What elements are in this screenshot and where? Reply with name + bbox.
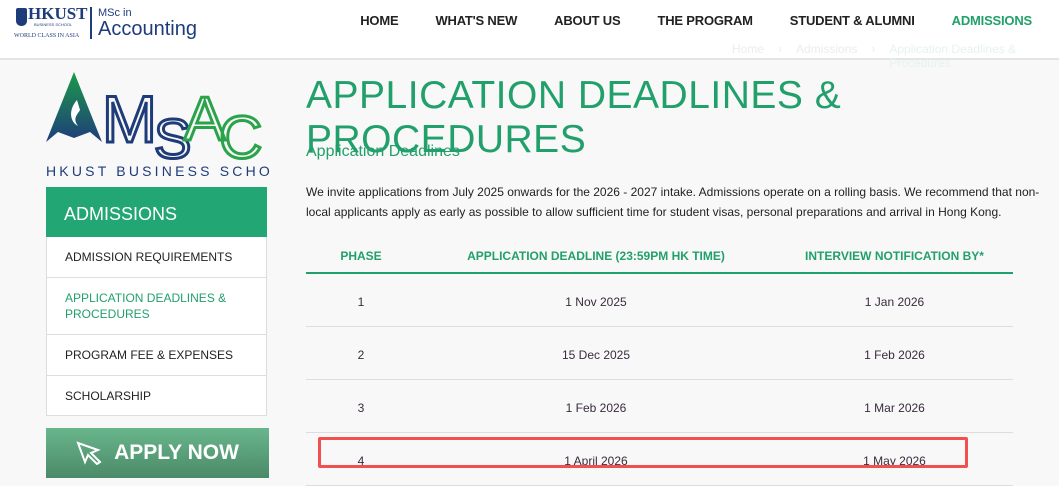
nav-whats-new[interactable]: WHAT'S NEW <box>435 13 518 28</box>
svg-text:C: C <box>219 104 262 171</box>
svg-text:M: M <box>102 82 157 156</box>
breadcrumb: Home › Admissions › Application Deadlines … <box>732 42 1059 70</box>
nav-about-us[interactable]: ABOUT US <box>554 13 621 28</box>
crest-icon <box>16 8 27 26</box>
col-interview: INTERVIEW NOTIFICATION BY* <box>776 240 1013 274</box>
apply-now-button[interactable]: APPLY NOW <box>46 428 269 478</box>
sidebar-item-application-deadlines[interactable]: APPLICATION DEADLINES & PROCEDURES <box>46 278 267 335</box>
cell-phase: 2 <box>306 326 416 380</box>
logo-tagline: WORLD CLASS IN ASIA <box>14 33 80 39</box>
msac-logo: M S A C HKUST BUSINESS SCHOOL <box>46 72 270 178</box>
site-logo[interactable]: HKUST BUSINESS SCHOOL WORLD CLASS IN ASI… <box>14 4 197 40</box>
cell-deadline: 1 April 2026 <box>416 432 776 486</box>
cell-phase: 3 <box>306 379 416 433</box>
logo-sub: BUSINESS SCHOOL <box>34 22 73 27</box>
svg-text:HKUST BUSINESS SCHOOL: HKUST BUSINESS SCHOOL <box>46 163 270 178</box>
svg-text:A: A <box>184 85 226 154</box>
cell-interview: 1 Jan 2026 <box>776 273 1013 327</box>
nav-home[interactable]: HOME <box>360 13 399 28</box>
cell-interview: 1 Mar 2026 <box>776 379 1013 433</box>
table-header-row: PHASE APPLICATION DEADLINE (23:59PM HK T… <box>306 240 1013 274</box>
intro-text: We invite applications from July 2025 on… <box>306 185 1040 219</box>
section-title: Application Deadlines <box>306 143 460 160</box>
program-line2: Accounting <box>98 17 197 40</box>
breadcrumb-current: Application Deadlines & Procedures <box>889 42 1017 70</box>
cursor-arrow-icon <box>76 441 102 465</box>
nav-admissions[interactable]: ADMISSIONS <box>951 13 1033 28</box>
page-title: APPLICATION DEADLINES & PROCEDURES <box>306 74 842 161</box>
svg-text:S: S <box>154 107 191 170</box>
breadcrumb-admissions[interactable]: Admissions <box>796 42 858 56</box>
sidebar-item-admission-requirements[interactable]: ADMISSION REQUIREMENTS <box>46 237 267 278</box>
logo-divider <box>90 6 92 39</box>
cell-interview: 1 May 2026 <box>776 432 1013 486</box>
deadlines-table: PHASE APPLICATION DEADLINE (23:59PM HK T… <box>306 240 1013 486</box>
col-deadline: APPLICATION DEADLINE (23:59PM HK TIME) <box>416 240 776 274</box>
sidebar-item-program-fee[interactable]: PROGRAM FEE & EXPENSES <box>46 335 267 376</box>
table-row: 2 15 Dec 2025 1 Feb 2026 <box>306 326 1013 380</box>
cell-phase: 1 <box>306 273 416 327</box>
apply-now-label: APPLY NOW <box>114 441 239 464</box>
col-phase: PHASE <box>306 240 416 274</box>
cell-deadline: 15 Dec 2025 <box>416 326 776 380</box>
breadcrumb-home[interactable]: Home <box>732 42 765 56</box>
chevron-right-icon: › <box>871 42 876 56</box>
nav-student-alumni[interactable]: STUDENT & ALUMNI <box>789 13 915 28</box>
chevron-right-icon: › <box>778 42 783 56</box>
sidebar-menu: ADMISSIONS ADMISSION REQUIREMENTS APPLIC… <box>46 187 267 416</box>
main-nav: HOME WHAT'S NEW ABOUT US THE PROGRAM STU… <box>360 13 1032 28</box>
logo-school: HKUST <box>28 4 88 23</box>
cell-deadline: 1 Nov 2025 <box>416 273 776 327</box>
site-header: HKUST BUSINESS SCHOOL WORLD CLASS IN ASI… <box>0 0 1059 70</box>
program-line1: MSc in <box>98 6 132 19</box>
cell-interview: 1 Feb 2026 <box>776 326 1013 380</box>
sidebar-title: ADMISSIONS <box>46 187 267 237</box>
nav-the-program[interactable]: THE PROGRAM <box>657 13 753 28</box>
sidebar-item-scholarship[interactable]: SCHOLARSHIP <box>46 376 267 416</box>
cell-deadline: 1 Feb 2026 <box>416 379 776 433</box>
highlight-box <box>318 437 968 468</box>
